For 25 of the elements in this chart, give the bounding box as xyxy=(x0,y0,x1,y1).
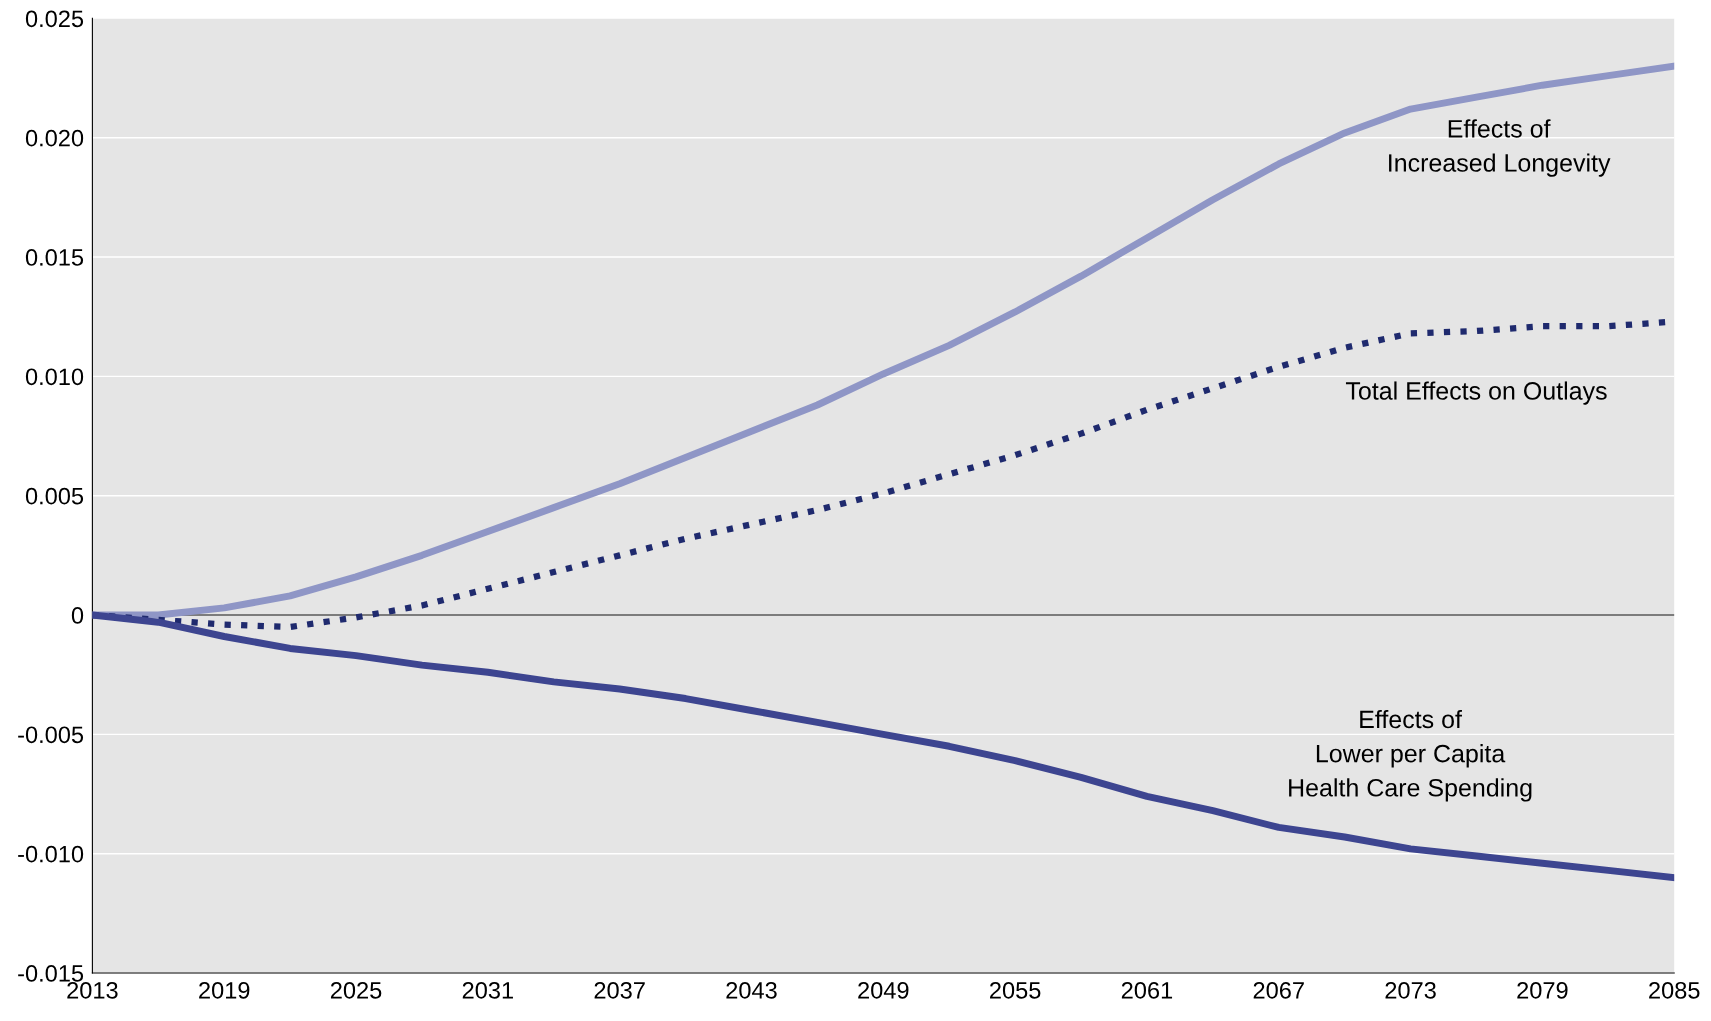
series-label: Effects of Lower per Capita Health Care Spending xyxy=(1289,709,1532,802)
y-tick-label: -0.005 xyxy=(18,726,84,744)
x-tick-label: 2055 xyxy=(990,981,1041,999)
x-tick-label: 2031 xyxy=(462,981,513,999)
y-tick-label: 0.025 xyxy=(25,10,84,28)
y-tick-label: -0.010 xyxy=(18,845,84,863)
x-tick-label: 2043 xyxy=(726,981,777,999)
x-tick-label: 2037 xyxy=(594,981,645,999)
y-tick-label: 0.020 xyxy=(25,129,84,147)
x-tick-label: 2025 xyxy=(330,981,382,999)
x-tick-label: 2085 xyxy=(1649,981,1700,999)
y-tick-label: 0.005 xyxy=(25,487,84,505)
y-tick-label: -0.015 xyxy=(18,965,84,982)
x-tick-label: 2079 xyxy=(1517,981,1568,999)
x-tick-label: 2049 xyxy=(858,981,909,999)
x-tick-label: 2061 xyxy=(1121,981,1173,999)
series-label: Effects of Increased Longevity xyxy=(1389,119,1611,177)
x-tick-label: 2013 xyxy=(67,981,118,999)
x-tick-label: 2067 xyxy=(1253,981,1304,999)
x-tick-label: 2073 xyxy=(1385,981,1436,999)
y-tick-label: 0.010 xyxy=(25,368,84,386)
y-tick-label: 0.015 xyxy=(25,249,84,266)
y-tick-label: 0 xyxy=(71,607,84,624)
x-tick-label: 2019 xyxy=(199,981,250,999)
series-label: Total Effects on Outlays xyxy=(1345,381,1607,405)
